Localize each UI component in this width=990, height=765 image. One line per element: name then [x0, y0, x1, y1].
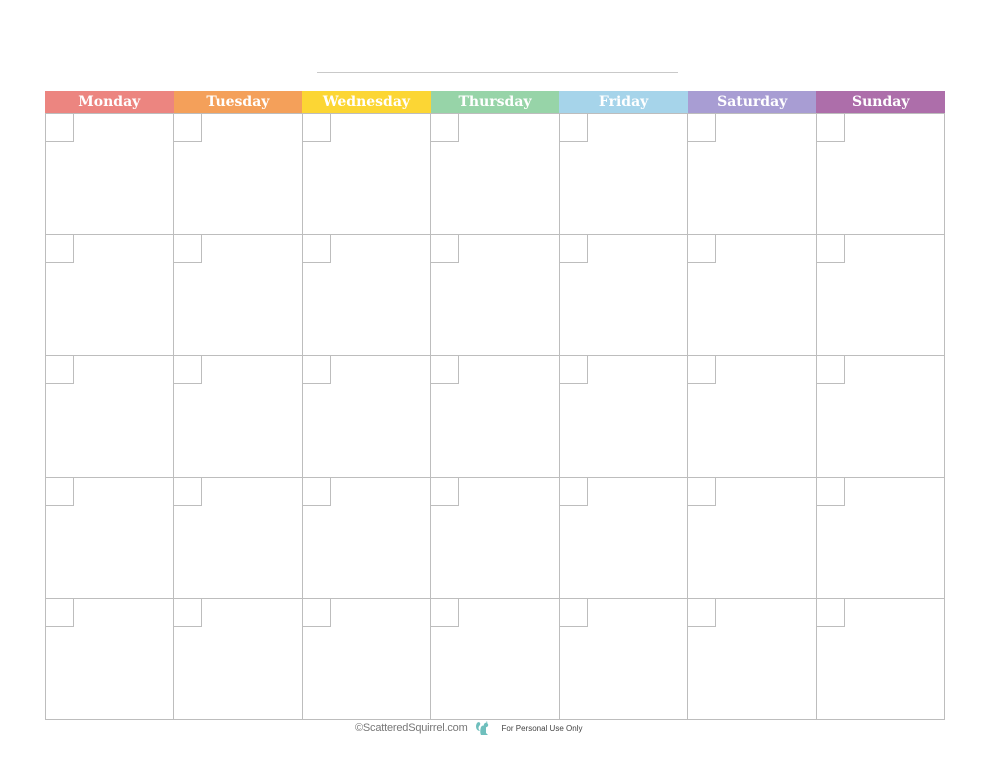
- date-number-box[interactable]: [688, 356, 717, 385]
- date-number-box[interactable]: [174, 598, 203, 627]
- day-cell[interactable]: [46, 477, 175, 599]
- day-cell[interactable]: [816, 356, 945, 478]
- footer: ©ScatteredSquirrel.com For Personal Use …: [355, 718, 582, 738]
- date-number-box[interactable]: [816, 114, 845, 142]
- weekday-friday: Friday: [559, 91, 688, 113]
- date-number-box[interactable]: [431, 114, 460, 142]
- date-number-box[interactable]: [46, 114, 74, 142]
- day-cell[interactable]: [431, 114, 560, 236]
- date-number-box[interactable]: [46, 356, 74, 385]
- day-cell[interactable]: [302, 477, 432, 599]
- weekday-thursday: Thursday: [430, 91, 560, 113]
- day-cell[interactable]: [816, 477, 945, 599]
- date-number-box[interactable]: [816, 477, 845, 506]
- day-cell[interactable]: [46, 356, 175, 478]
- date-number-box[interactable]: [688, 477, 717, 506]
- weekday-header: Monday Tuesday Wednesday Thursday Friday Satu…: [45, 91, 946, 113]
- date-number-box[interactable]: [302, 356, 331, 385]
- date-number-box[interactable]: [302, 235, 331, 264]
- date-number-box[interactable]: [559, 356, 588, 385]
- month-title-line: [317, 72, 678, 73]
- day-cell[interactable]: [431, 598, 560, 720]
- date-number-box[interactable]: [431, 598, 460, 627]
- day-cell[interactable]: [174, 235, 303, 357]
- date-number-box[interactable]: [431, 477, 460, 506]
- day-cell[interactable]: [688, 356, 817, 478]
- weekday-tuesday: Tuesday: [173, 91, 303, 113]
- day-cell[interactable]: [559, 477, 689, 599]
- day-cell[interactable]: [559, 598, 689, 720]
- weekday-monday: Monday: [45, 91, 174, 113]
- weekday-wednesday: Wednesday: [302, 91, 431, 113]
- date-number-box[interactable]: [559, 477, 588, 506]
- day-cell[interactable]: [174, 114, 303, 236]
- day-cell[interactable]: [46, 235, 175, 357]
- date-number-box[interactable]: [559, 598, 588, 627]
- day-cell[interactable]: [431, 356, 560, 478]
- date-number-box[interactable]: [688, 598, 717, 627]
- day-cell[interactable]: [431, 235, 560, 357]
- date-number-box[interactable]: [46, 598, 74, 627]
- day-cell[interactable]: [559, 356, 689, 478]
- day-cell[interactable]: [816, 235, 945, 357]
- personal-use-notice: For Personal Use Only: [501, 723, 583, 733]
- date-number-box[interactable]: [688, 114, 717, 142]
- day-cell[interactable]: [302, 114, 432, 236]
- day-cell[interactable]: [816, 598, 945, 720]
- date-number-box[interactable]: [46, 235, 74, 264]
- copyright-credit: ©ScatteredSquirrel.com: [355, 722, 468, 734]
- date-number-box[interactable]: [816, 235, 845, 264]
- date-number-box[interactable]: [816, 356, 845, 385]
- squirrel-icon: [474, 719, 492, 737]
- weekday-sunday: Sunday: [816, 91, 946, 113]
- day-cell[interactable]: [174, 477, 303, 599]
- day-cell[interactable]: [174, 356, 303, 478]
- weekday-saturday: Saturday: [687, 91, 817, 113]
- day-cell[interactable]: [559, 235, 689, 357]
- day-cell[interactable]: [46, 114, 175, 236]
- date-number-box[interactable]: [46, 477, 74, 506]
- date-number-box[interactable]: [431, 356, 460, 385]
- day-cell[interactable]: [302, 356, 432, 478]
- day-cell[interactable]: [688, 598, 817, 720]
- date-number-box[interactable]: [174, 235, 203, 264]
- date-number-box[interactable]: [174, 114, 203, 142]
- day-cell[interactable]: [816, 114, 945, 236]
- date-number-box[interactable]: [174, 356, 203, 385]
- date-number-box[interactable]: [688, 235, 717, 264]
- day-cell[interactable]: [688, 235, 817, 357]
- day-cell[interactable]: [688, 477, 817, 599]
- day-cell[interactable]: [302, 235, 432, 357]
- date-number-box[interactable]: [302, 477, 331, 506]
- day-cell[interactable]: [431, 477, 560, 599]
- day-cell[interactable]: [46, 598, 175, 720]
- date-number-box[interactable]: [302, 598, 331, 627]
- day-cell[interactable]: [302, 598, 432, 720]
- day-cell[interactable]: [688, 114, 817, 236]
- date-number-box[interactable]: [816, 598, 845, 627]
- day-cell[interactable]: [559, 114, 689, 236]
- date-number-box[interactable]: [302, 114, 331, 142]
- calendar-grid: [45, 113, 945, 720]
- date-number-box[interactable]: [559, 235, 588, 264]
- date-number-box[interactable]: [431, 235, 460, 264]
- day-cell[interactable]: [174, 598, 303, 720]
- date-number-box[interactable]: [174, 477, 203, 506]
- date-number-box[interactable]: [559, 114, 588, 142]
